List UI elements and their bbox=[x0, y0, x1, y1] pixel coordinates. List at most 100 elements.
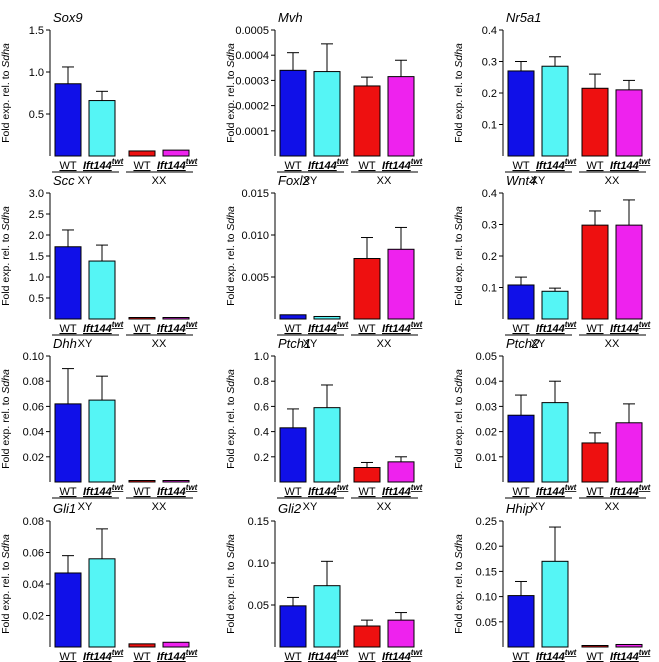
x-label-mutant-sup: twt bbox=[112, 157, 124, 166]
bar-wt_xx bbox=[128, 150, 156, 157]
panel-nr5a1: 0.1 0.2 0.3 0.4 Nr5a1 Fold exp. rel. to Sdha W… bbox=[453, 10, 651, 187]
y-tick-label: 1.0 bbox=[254, 351, 269, 363]
bar-mut_xy bbox=[541, 560, 569, 648]
y-tick-label: 0.04 bbox=[23, 427, 44, 439]
x-label-mutant-name: Ift144 bbox=[382, 323, 411, 335]
y-axis-label-gene: Sdha bbox=[225, 369, 237, 394]
bar-mut_xy bbox=[313, 71, 341, 157]
y-tick-label: 0.10 bbox=[476, 592, 497, 604]
bar-mut_xy bbox=[313, 585, 341, 648]
y-tick-label: 0.5 bbox=[29, 293, 44, 305]
group-label-xx: XX bbox=[605, 338, 620, 350]
bar-wt_xx bbox=[353, 85, 381, 157]
x-label-mutant: Ift144twt bbox=[157, 483, 198, 498]
x-label-mutant-name: Ift144 bbox=[536, 323, 565, 335]
x-label-mutant: Ift144twt bbox=[382, 157, 423, 172]
bar-wt_xx bbox=[128, 317, 156, 320]
x-label-wt: WT bbox=[512, 651, 529, 662]
bar-wt_xx bbox=[353, 625, 381, 648]
x-label-mutant-sup: twt bbox=[411, 483, 423, 492]
x-label-wt: WT bbox=[512, 486, 529, 498]
y-tick-label: 0.10 bbox=[248, 558, 269, 570]
x-label-mutant-sup: twt bbox=[186, 483, 198, 492]
y-tick-label: 2.5 bbox=[29, 209, 44, 221]
y-tick-label: 0.4 bbox=[254, 427, 269, 439]
y-axis-label-gene: Sdha bbox=[0, 534, 12, 559]
x-label-mutant-sup: twt bbox=[411, 648, 423, 657]
x-label-wt: WT bbox=[358, 651, 375, 662]
y-axis-label: Fold exp. rel. to Sdha bbox=[453, 43, 465, 143]
x-label-wt: WT bbox=[358, 160, 375, 172]
x-label-mutant-sup: twt bbox=[337, 157, 349, 166]
panel-gli1: 0.02 0.04 0.06 0.08 Gli1 Fold exp. rel. to Sd… bbox=[0, 501, 198, 662]
x-label-wt: WT bbox=[59, 486, 76, 498]
y-tick-label: 0.15 bbox=[476, 566, 497, 578]
x-label-mutant-sup: twt bbox=[112, 648, 124, 657]
x-label-mutant: Ift144twt bbox=[536, 157, 577, 172]
bar-mut_xy bbox=[541, 65, 569, 157]
bar-mut_xx bbox=[387, 76, 415, 157]
bar-wt_xy bbox=[507, 414, 535, 483]
y-axis-label-gene: Sdha bbox=[453, 43, 465, 68]
y-tick-label: 0.0005 bbox=[235, 25, 269, 37]
group-label-xx: XX bbox=[377, 175, 392, 187]
x-label-mutant-sup: twt bbox=[565, 648, 577, 657]
y-tick-label: 0.02 bbox=[23, 611, 44, 623]
y-tick-label: 0.5 bbox=[29, 109, 44, 121]
bar-wt_xx bbox=[353, 467, 381, 483]
bar-wt_xx bbox=[128, 480, 156, 483]
x-label-mutant: Ift144twt bbox=[157, 320, 198, 335]
bar-wt_xy bbox=[279, 69, 307, 157]
y-tick-label: 0.4 bbox=[482, 188, 497, 200]
y-axis-label: Fold exp. rel. to Sdha bbox=[0, 369, 12, 469]
x-label-mutant: Ift144twt bbox=[83, 320, 124, 335]
x-label-wt: WT bbox=[133, 486, 150, 498]
x-label-mutant-name: Ift144 bbox=[610, 651, 639, 662]
bar-wt_xx bbox=[581, 645, 609, 648]
x-label-wt: WT bbox=[59, 160, 76, 172]
y-tick-label: 0.0003 bbox=[235, 75, 269, 87]
group-label-xx: XX bbox=[377, 338, 392, 350]
y-axis-label: Fold exp. rel. to Sdha bbox=[453, 534, 465, 634]
group-label-xy: XY bbox=[78, 175, 93, 187]
panel-title: Ptch2 bbox=[506, 336, 540, 351]
x-label-wt: WT bbox=[59, 323, 76, 335]
x-label-mutant-sup: twt bbox=[186, 648, 198, 657]
bar-wt_xx bbox=[581, 442, 609, 483]
bar-mut_xy bbox=[88, 399, 116, 483]
y-axis-label-gene: Sdha bbox=[453, 206, 465, 231]
x-label-mutant-name: Ift144 bbox=[83, 160, 112, 172]
x-label-mutant-sup: twt bbox=[186, 157, 198, 166]
y-tick-label: 0.02 bbox=[476, 427, 497, 439]
bar-mut_xy bbox=[313, 315, 341, 320]
x-label-mutant: Ift144twt bbox=[83, 648, 124, 662]
x-label-mutant-name: Ift144 bbox=[610, 160, 639, 172]
panel-title: Ptch1 bbox=[278, 336, 311, 351]
x-label-mutant: Ift144twt bbox=[610, 648, 651, 662]
group-label-xx: XX bbox=[152, 338, 167, 350]
x-label-wt: WT bbox=[358, 486, 375, 498]
bar-mut_xx bbox=[162, 641, 190, 648]
x-label-mutant-name: Ift144 bbox=[308, 651, 337, 662]
bar-mut_xy bbox=[541, 402, 569, 483]
bar-wt_xy bbox=[54, 83, 82, 157]
y-axis-label: Fold exp. rel. to Sdha bbox=[0, 43, 12, 143]
y-tick-label: 0.04 bbox=[476, 376, 497, 388]
y-tick-label: 1.5 bbox=[29, 251, 44, 263]
x-label-mutant-sup: twt bbox=[411, 157, 423, 166]
bar-wt_xy bbox=[507, 595, 535, 648]
y-axis-label: Fold exp. rel. to Sdha bbox=[0, 206, 12, 306]
bar-mut_xx bbox=[162, 317, 190, 320]
group-label-xx: XX bbox=[152, 501, 167, 513]
x-label-mutant: Ift144twt bbox=[382, 320, 423, 335]
bar-mut_xx bbox=[162, 149, 190, 157]
panel-ptch1: 0.2 0.4 0.6 0.8 1.0 Ptch1 Fold exp. rel. to Sd… bbox=[225, 336, 423, 513]
x-label-mutant-sup: twt bbox=[639, 483, 651, 492]
y-tick-label: 0.2 bbox=[482, 251, 497, 263]
bar-mut_xy bbox=[88, 260, 116, 320]
x-label-mutant-sup: twt bbox=[112, 320, 124, 329]
bar-wt_xy bbox=[54, 246, 82, 320]
bar-mut_xx bbox=[615, 643, 643, 648]
y-axis-label-gene: Sdha bbox=[453, 534, 465, 559]
bar-mut_xy bbox=[88, 100, 116, 157]
